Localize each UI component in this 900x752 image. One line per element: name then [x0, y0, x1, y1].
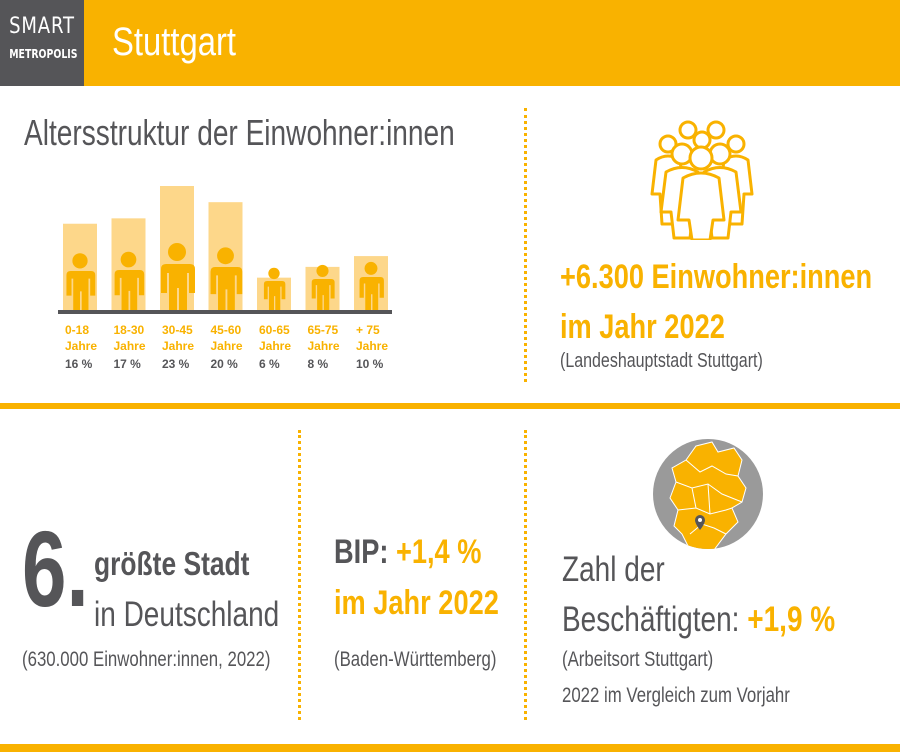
- population-line-2: im Jahr 2022: [560, 308, 725, 346]
- tick-label: 65-75: [308, 323, 339, 337]
- chart-baseline: [58, 310, 392, 314]
- tick-label: 30-45: [162, 323, 193, 337]
- person-figure-icon: [210, 247, 243, 310]
- data-label: 16 %: [65, 357, 93, 371]
- city-title: Stuttgart: [112, 20, 236, 64]
- bip-year: im Jahr 2022: [334, 584, 499, 622]
- data-label: 23 %: [162, 357, 190, 371]
- data-label: 8 %: [308, 357, 329, 371]
- tick-unit-label: Jahre: [308, 339, 340, 353]
- employment-line-2: Beschäftigten: +1,9 %: [562, 600, 835, 640]
- rank-line-2: in Deutschland: [94, 595, 280, 634]
- employment-line-1: Zahl der: [562, 550, 665, 589]
- vertical-divider-bottom-right: [524, 430, 527, 720]
- crowd-icon: [650, 120, 754, 240]
- horizontal-divider-middle: [0, 403, 900, 409]
- tick-unit-label: Jahre: [162, 339, 194, 353]
- germany-map-globe-icon: [653, 439, 763, 549]
- bip-label: BIP:: [334, 533, 389, 571]
- person-figure-icon: [263, 267, 286, 310]
- population-growth-stat: +6.300 Einwohner:innen im Jahr 2022: [560, 252, 872, 352]
- bip-stat: BIP: +1,4 %: [334, 533, 481, 572]
- logo-line-1: SMART: [9, 14, 75, 39]
- chart-title: Altersstruktur der Einwohner:innen: [24, 112, 455, 153]
- employment-label: Beschäftigten:: [562, 600, 740, 639]
- data-label: 20 %: [211, 357, 239, 371]
- person-figure-icon: [114, 251, 145, 310]
- tick-unit-label: Jahre: [259, 339, 291, 353]
- person-figure-icon: [161, 243, 195, 310]
- tick-unit-label: Jahre: [114, 339, 146, 353]
- horizontal-divider-bottom: [0, 744, 900, 752]
- data-label: 10 %: [356, 357, 384, 371]
- data-label: 6 %: [259, 357, 280, 371]
- tick-unit-label: Jahre: [356, 339, 388, 353]
- tick-unit-label: Jahre: [65, 339, 97, 353]
- person-figure-icon: [359, 261, 384, 310]
- tick-label: 45-60: [211, 323, 242, 337]
- rank-line-1: größte Stadt: [94, 545, 250, 582]
- tick-label: 60-65: [259, 323, 290, 337]
- rank-note: (630.000 Einwohner:innen, 2022): [22, 648, 271, 671]
- employment-value: +1,9 %: [747, 600, 836, 639]
- age-structure-chart: 0-18 Jahre 16 % 18-30 Jahre 17 % 30-45 Jahre 23 …: [58, 186, 392, 371]
- smart-metropolis-logo: SMART METROPOLIS: [0, 0, 84, 86]
- tick-unit-label: Jahre: [211, 339, 243, 353]
- bip-value: +1,4 %: [395, 533, 482, 571]
- header-banner: SMART METROPOLIS Stuttgart: [0, 0, 900, 86]
- logo-line-2: METROPOLIS: [9, 47, 78, 61]
- vertical-divider-top: [524, 108, 527, 382]
- person-figure-icon: [66, 253, 96, 310]
- employment-note: 2022 im Vergleich zum Vorjahr: [562, 684, 790, 707]
- tick-label: 0-18: [65, 323, 89, 337]
- tick-label: + 75: [356, 323, 380, 337]
- vertical-divider-bottom-left: [298, 430, 301, 720]
- employment-source: (Arbeitsort Stuttgart): [562, 648, 714, 671]
- rank-number: 6.: [22, 508, 89, 629]
- tick-label: 18-30: [114, 323, 145, 337]
- data-label: 17 %: [114, 357, 142, 371]
- population-line-1: +6.300 Einwohner:innen: [560, 258, 873, 296]
- population-source: (Landeshauptstadt Stuttgart): [560, 350, 763, 372]
- person-figure-icon: [311, 264, 335, 310]
- bip-source: (Baden-Württemberg): [334, 648, 497, 671]
